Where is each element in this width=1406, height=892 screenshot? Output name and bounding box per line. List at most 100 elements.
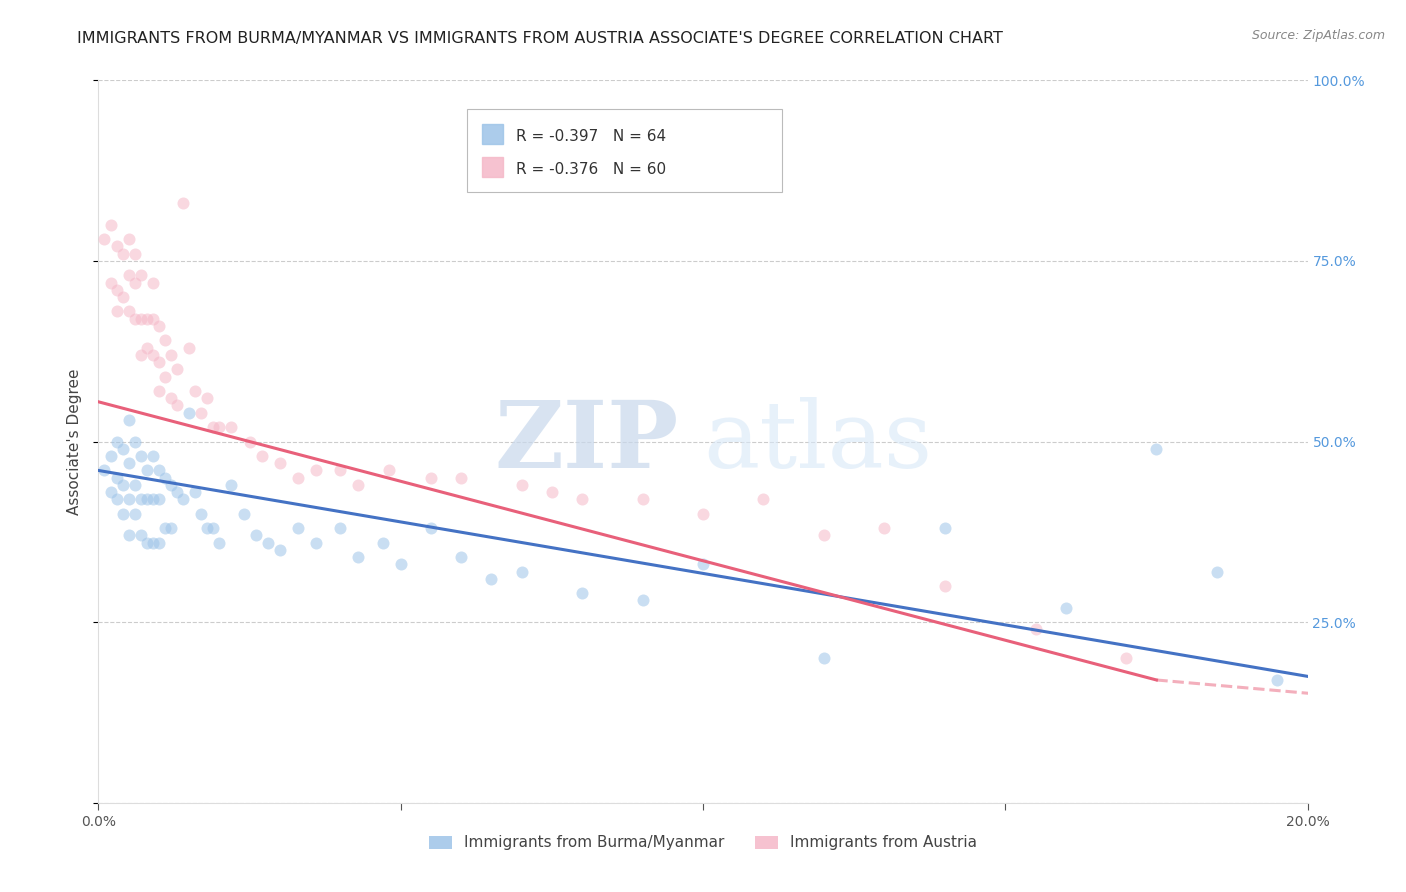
- Bar: [482, 124, 503, 145]
- Point: [873, 521, 896, 535]
- Point: [118, 492, 141, 507]
- Point: [100, 485, 122, 500]
- Point: [166, 485, 188, 500]
- Point: [190, 507, 212, 521]
- Point: [813, 528, 835, 542]
- FancyBboxPatch shape: [467, 109, 782, 193]
- Point: [510, 565, 533, 579]
- Point: [510, 478, 533, 492]
- Point: [221, 478, 243, 492]
- Point: [105, 283, 128, 297]
- Point: [269, 456, 291, 470]
- Point: [142, 276, 165, 290]
- Point: [142, 348, 165, 362]
- Point: [105, 470, 128, 484]
- Point: [813, 651, 835, 665]
- Point: [172, 492, 194, 507]
- Point: [245, 528, 267, 542]
- Point: [692, 507, 714, 521]
- Point: [124, 507, 146, 521]
- Point: [305, 535, 328, 549]
- Point: [347, 550, 370, 565]
- Point: [190, 406, 212, 420]
- Point: [129, 311, 152, 326]
- Point: [124, 478, 146, 492]
- Point: [129, 268, 152, 283]
- Point: [195, 391, 218, 405]
- Point: [166, 398, 188, 412]
- Point: [221, 420, 243, 434]
- Point: [752, 492, 775, 507]
- Text: R = -0.397   N = 64: R = -0.397 N = 64: [516, 129, 665, 145]
- Point: [111, 442, 134, 456]
- Point: [111, 246, 134, 260]
- Point: [450, 550, 472, 565]
- Point: [239, 434, 262, 449]
- Point: [153, 369, 176, 384]
- Point: [389, 558, 412, 572]
- Point: [148, 535, 170, 549]
- Point: [124, 246, 146, 260]
- Point: [148, 492, 170, 507]
- Point: [135, 341, 157, 355]
- Point: [571, 492, 593, 507]
- Point: [93, 232, 115, 246]
- Point: [124, 311, 146, 326]
- Point: [250, 449, 273, 463]
- Point: [166, 362, 188, 376]
- Point: [160, 521, 183, 535]
- Point: [153, 334, 176, 348]
- Point: [1024, 623, 1046, 637]
- Point: [420, 521, 443, 535]
- Point: [481, 572, 503, 586]
- Point: [111, 478, 134, 492]
- Point: [105, 304, 128, 318]
- Point: [420, 470, 443, 484]
- Point: [1206, 565, 1229, 579]
- Text: Source: ZipAtlas.com: Source: ZipAtlas.com: [1251, 29, 1385, 42]
- Point: [118, 232, 141, 246]
- Point: [208, 535, 231, 549]
- Point: [105, 434, 128, 449]
- Point: [148, 318, 170, 333]
- Text: ZIP: ZIP: [495, 397, 679, 486]
- Point: [111, 290, 134, 304]
- Point: [135, 492, 157, 507]
- Point: [148, 463, 170, 477]
- Point: [129, 528, 152, 542]
- Point: [184, 384, 207, 398]
- Point: [934, 521, 956, 535]
- Point: [129, 492, 152, 507]
- Point: [142, 535, 165, 549]
- Point: [142, 311, 165, 326]
- Point: [93, 463, 115, 477]
- Point: [450, 470, 472, 484]
- Point: [1054, 600, 1077, 615]
- Point: [118, 456, 141, 470]
- Point: [1267, 673, 1289, 687]
- Point: [631, 492, 654, 507]
- Point: [124, 434, 146, 449]
- Point: [329, 463, 352, 477]
- Point: [329, 521, 352, 535]
- Point: [160, 391, 183, 405]
- Point: [135, 311, 157, 326]
- Point: [100, 276, 122, 290]
- Point: [142, 492, 165, 507]
- Point: [371, 535, 394, 549]
- Point: [256, 535, 278, 549]
- Point: [195, 521, 218, 535]
- Point: [124, 276, 146, 290]
- Point: [571, 586, 593, 600]
- Point: [129, 449, 152, 463]
- Point: [135, 535, 157, 549]
- Point: [232, 507, 254, 521]
- Point: [118, 528, 141, 542]
- Bar: [482, 157, 503, 178]
- Point: [184, 485, 207, 500]
- Point: [287, 470, 309, 484]
- Point: [129, 348, 152, 362]
- Point: [100, 218, 122, 232]
- Point: [160, 478, 183, 492]
- Point: [105, 492, 128, 507]
